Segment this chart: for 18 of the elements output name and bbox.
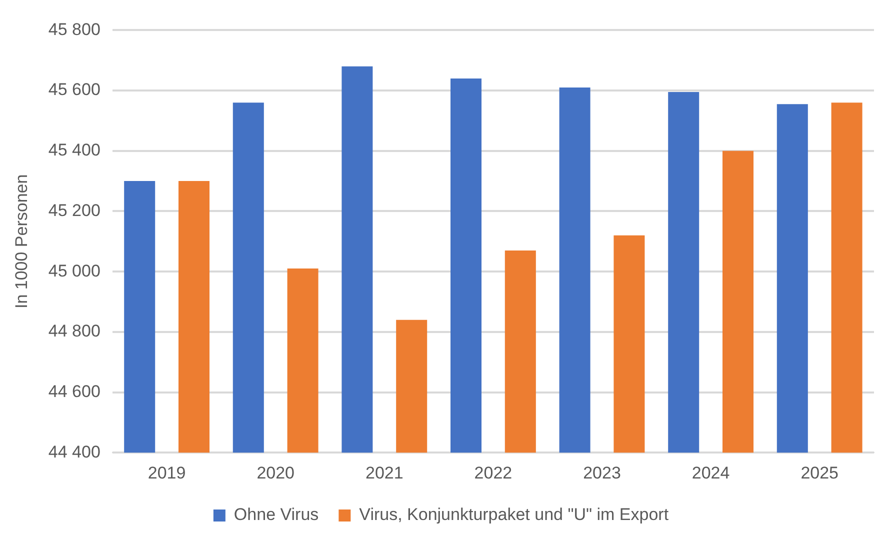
x-tick-label: 2022	[474, 463, 512, 482]
x-tick-label: 2021	[365, 463, 404, 482]
legend-label: Virus, Konjunkturpaket und "U" im Export	[359, 505, 669, 524]
x-tick-label: 2023	[583, 463, 621, 482]
y-tick-label: 45 200	[48, 200, 100, 220]
x-tick-label: 2019	[148, 463, 186, 482]
y-tick-label: 45 000	[48, 261, 100, 280]
x-tick-label: 2020	[256, 463, 295, 482]
y-axis-title: In 1000 Personen	[12, 174, 31, 309]
y-tick-label: 45 800	[48, 20, 100, 39]
legend-label: Ohne Virus	[234, 505, 319, 524]
y-tick-label: 45 400	[48, 140, 100, 160]
y-tick-label: 44 800	[48, 322, 100, 341]
y-tick-label: 45 600	[48, 80, 100, 100]
x-tick-label: 2025	[800, 463, 839, 482]
y-tick-label: 44 400	[48, 442, 100, 462]
x-tick-label: 2024	[692, 463, 730, 482]
y-tick-label: 44 600	[48, 382, 100, 401]
